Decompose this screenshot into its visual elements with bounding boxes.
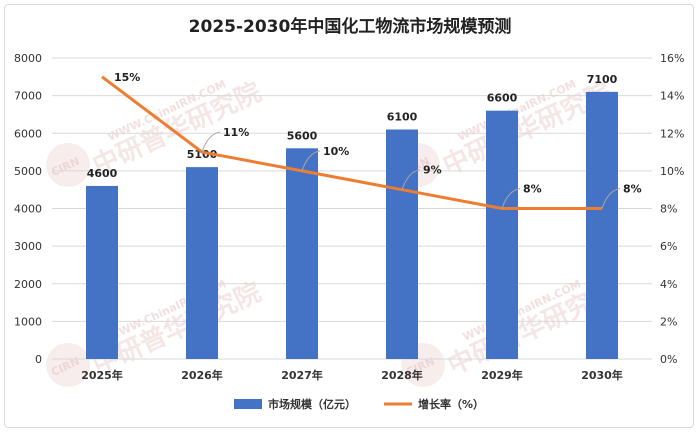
line-value-label: 15% <box>114 71 140 84</box>
watermark-logo <box>46 343 90 387</box>
y-right-tick-label: 16% <box>660 52 684 65</box>
bar-value-label: 5600 <box>287 129 318 142</box>
y-left-tick-label: 8000 <box>14 52 42 65</box>
x-tick-label: 2030年 <box>581 368 623 382</box>
y-left-tick-label: 5000 <box>14 165 42 178</box>
leader-line <box>401 169 421 190</box>
bar-value-label: 5100 <box>187 148 218 161</box>
line-value-label: 8% <box>623 183 642 196</box>
legend-swatch-bar <box>234 399 262 409</box>
y-right-tick-label: 6% <box>660 240 677 253</box>
x-tick-label: 2026年 <box>181 368 223 382</box>
leader-line <box>501 188 521 209</box>
y-left-tick-label: 2000 <box>14 278 42 291</box>
x-tick-label: 2025年 <box>81 368 123 382</box>
bar <box>186 167 218 359</box>
y-left-tick-label: 1000 <box>14 315 42 328</box>
leader-line <box>301 150 321 172</box>
line-value-label: 9% <box>423 164 442 177</box>
x-tick-label: 2027年 <box>281 368 323 382</box>
y-right-tick-label: 14% <box>660 90 684 103</box>
leader-line <box>201 131 221 153</box>
watermark-logo <box>46 143 90 187</box>
leader-line <box>601 188 621 209</box>
y-left-tick-label: 4000 <box>14 203 42 216</box>
bar-value-label: 7100 <box>587 73 618 86</box>
chart-frame <box>4 4 694 428</box>
x-tick-label: 2029年 <box>481 368 523 382</box>
legend-label-line: 增长率（%） <box>418 397 484 411</box>
bar <box>386 129 418 359</box>
y-right-tick-label: 10% <box>660 165 684 178</box>
bar <box>486 110 518 359</box>
legend-label-bar: 市场规模（亿元） <box>268 397 356 411</box>
chart-title: 2025-2030年中国化工物流市场规模预测 <box>188 17 512 37</box>
y-left-tick-label: 3000 <box>14 240 42 253</box>
y-right-tick-label: 8% <box>660 203 677 216</box>
y-right-tick-label: 0% <box>660 353 677 366</box>
bar-value-label: 4600 <box>87 167 118 180</box>
growth-rate-line <box>101 75 602 210</box>
bar <box>586 91 618 360</box>
y-left-tick-label: 0 <box>35 353 42 366</box>
line-value-label: 10% <box>323 145 349 158</box>
line-value-label: 11% <box>223 126 249 139</box>
y-right-tick-label: 12% <box>660 127 684 140</box>
y-right-tick-label: 4% <box>660 278 677 291</box>
bar-value-label: 6100 <box>387 110 418 123</box>
bar-value-label: 6600 <box>487 92 518 105</box>
line-value-label: 8% <box>523 183 542 196</box>
y-right-tick-label: 2% <box>660 315 677 328</box>
bar <box>86 185 118 359</box>
bar <box>286 148 318 359</box>
x-tick-label: 2028年 <box>381 368 423 382</box>
y-left-tick-label: 7000 <box>14 90 42 103</box>
y-left-tick-label: 6000 <box>14 127 42 140</box>
